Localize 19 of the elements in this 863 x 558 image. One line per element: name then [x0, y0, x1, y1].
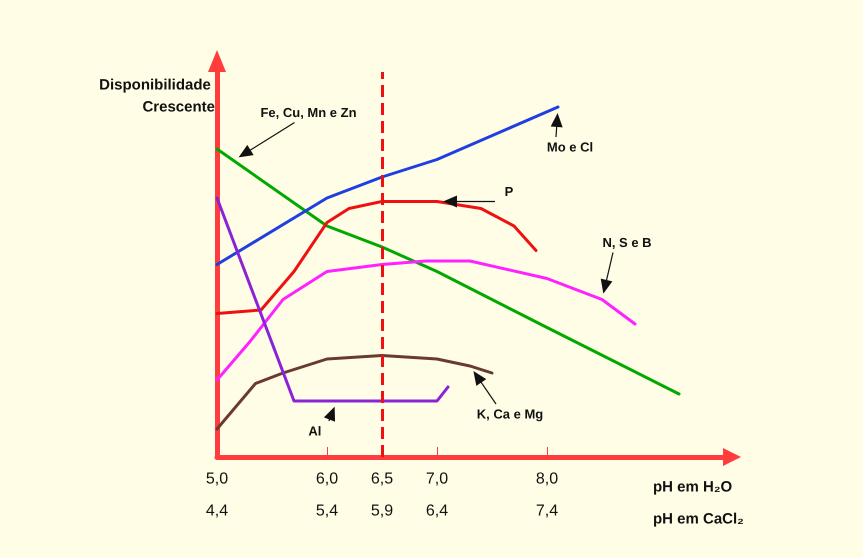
- series-label: Mo e Cl: [546, 140, 594, 154]
- x-tick-label: 6,5: [370, 470, 394, 488]
- text: Fe, Cu, Mn e Zn: [260, 105, 357, 120]
- x-tick-label: 6,0: [316, 470, 338, 488]
- x-axis-title: pH em H₂O: [653, 478, 733, 496]
- x2-axis-title: pH em CaCl₂: [653, 510, 744, 528]
- x2-tick-label: 7,4: [536, 502, 558, 520]
- text: N, S e B: [602, 235, 652, 250]
- y-axis-title: Disponibilidade Crescente: [99, 76, 215, 116]
- x-tick-label: 5,0: [206, 470, 228, 488]
- x2-tick-label: 5,4: [316, 502, 338, 520]
- x-tick-label: 7,0: [426, 470, 448, 488]
- x-tick-label: 8,0: [536, 470, 558, 488]
- series-label: Al: [308, 424, 322, 438]
- text: K, Ca e Mg: [476, 406, 544, 422]
- x2-tick-label: 6,4: [426, 502, 448, 520]
- x2-tick-label: 4,4: [206, 502, 228, 520]
- series-label: P: [504, 184, 514, 199]
- x2-tick-label: 5,9: [370, 502, 394, 520]
